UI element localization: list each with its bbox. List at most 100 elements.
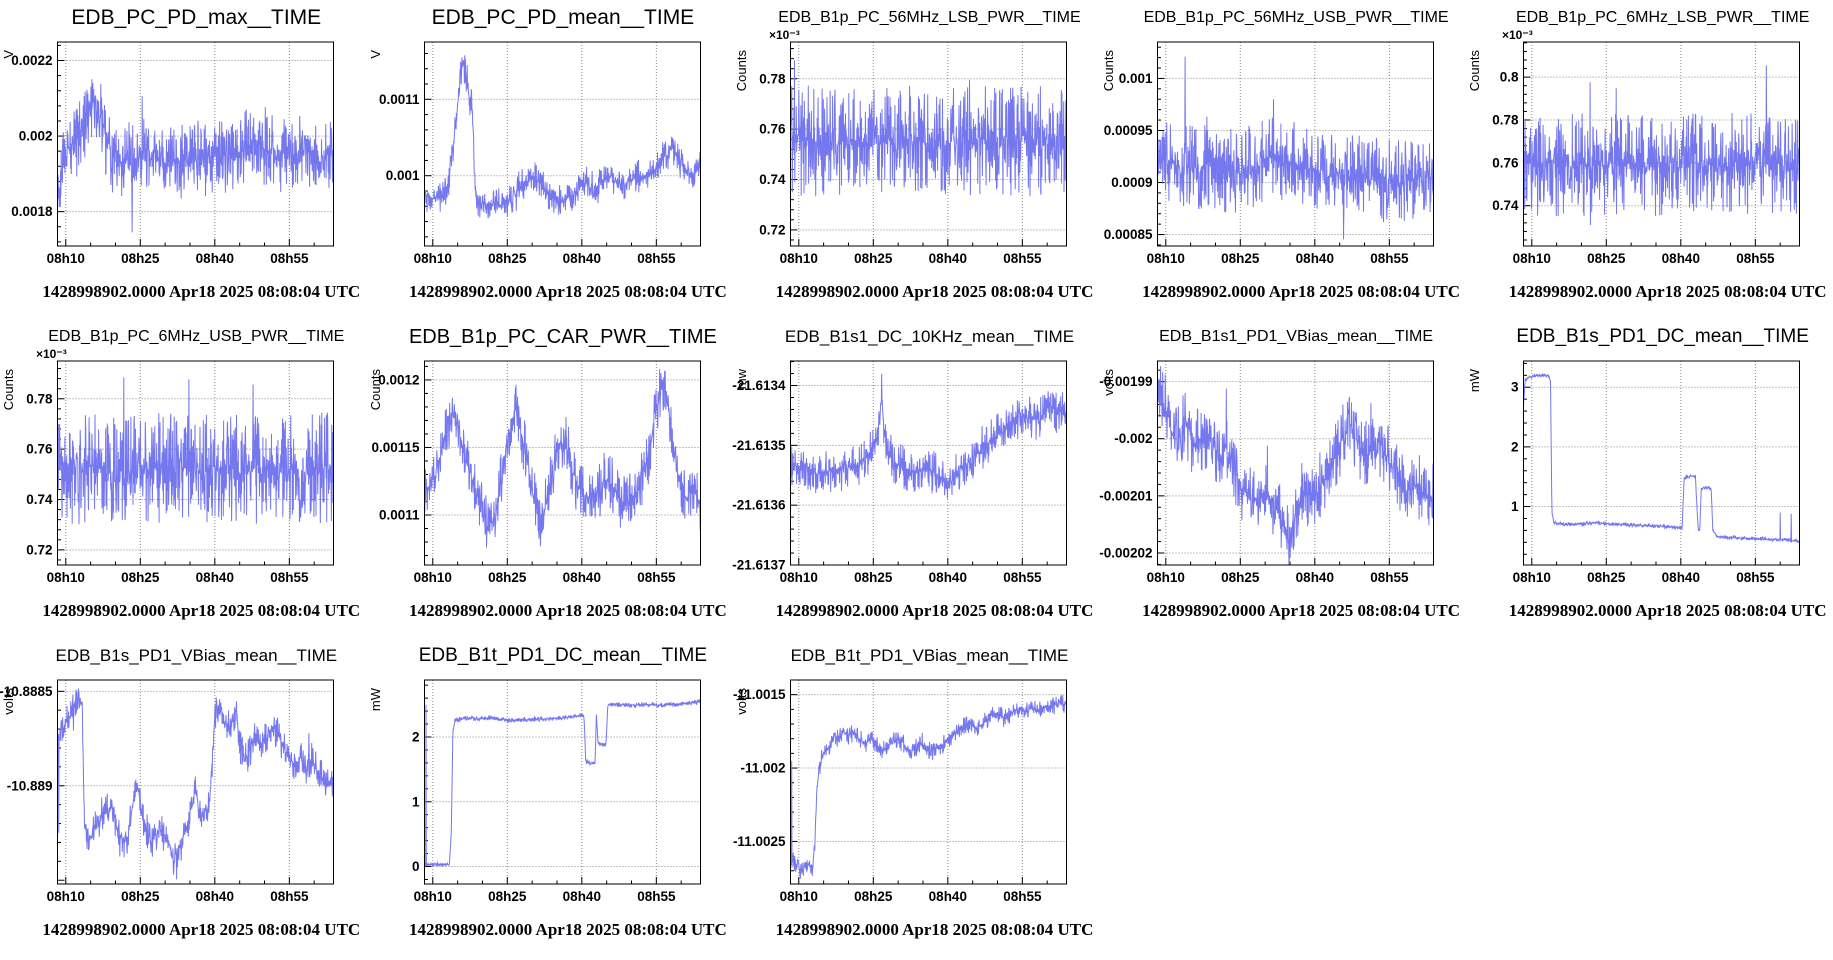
- y-axis-title: V: [368, 50, 383, 59]
- x-tick-label: 08h25: [121, 251, 160, 266]
- y-tick-label: 0: [412, 859, 420, 874]
- y-tick-label: 0.8: [1500, 70, 1519, 85]
- y-tick-label: 0.78: [759, 71, 786, 86]
- data-series-line: [790, 695, 1067, 879]
- chart-timestamp: 1428998902.0000 Apr18 2025 08:08:04 UTC: [775, 920, 1094, 939]
- data-series-line: [1157, 56, 1434, 240]
- data-series-line: [1523, 372, 1800, 543]
- data-series-line: [57, 79, 334, 233]
- plot-frame: [790, 360, 1068, 566]
- chart-panel: EDB_B1p_PC_6MHz_USB_PWR__TIME 0.78 0.76 0.…: [0, 319, 367, 638]
- y-tick-label: 0.00095: [1103, 123, 1152, 138]
- plot-frame: [1156, 41, 1434, 247]
- chart-title: EDB_B1p_PC_6MHz_USB_PWR__TIME: [48, 328, 345, 345]
- y-tick-label: 0.74: [759, 172, 786, 187]
- x-tick-label: 08h40: [196, 889, 234, 904]
- y-axis-exponent: ×10⁻³: [1502, 28, 1533, 42]
- chart-panel: EDB_PC_PD_max__TIME 0.0022 0.002 0.0018 08h…: [0, 0, 367, 319]
- plot-frame: [1523, 41, 1801, 247]
- x-tick-label: 08h40: [929, 889, 967, 904]
- data-series-line: [424, 55, 701, 219]
- chart-panel: EDB_B1t_PD1_VBias_mean__TIME -11.0015 -11…: [733, 638, 1100, 957]
- x-tick-label: 08h40: [562, 889, 600, 904]
- y-tick-label: 0.76: [759, 122, 786, 137]
- x-tick-label: 08h10: [780, 889, 818, 904]
- chart-title: EDB_B1p_PC_CAR_PWR__TIME: [408, 326, 717, 348]
- y-tick-label: -0.00202: [1099, 546, 1152, 561]
- x-tick-label: 08h25: [854, 889, 893, 904]
- chart-panel: EDB_B1s_PD1_DC_mean__TIME 3 2 1 08h10 08h25 0…: [1466, 319, 1833, 638]
- x-tick-label: 08h25: [488, 251, 527, 266]
- y-tick-label: 0.0012: [378, 372, 419, 387]
- x-tick-label: 08h40: [1295, 251, 1333, 266]
- y-axis-title: Counts: [368, 369, 383, 411]
- chart-title: EDB_B1p_PC_56MHz_LSB_PWR__TIME: [778, 9, 1081, 26]
- x-tick-label: 08h40: [562, 251, 600, 266]
- chart-title: EDB_B1s1_PD1_VBias_mean__TIME: [1159, 328, 1434, 345]
- plot-frame: [1523, 360, 1801, 566]
- plot-frame: [57, 360, 334, 566]
- x-tick-label: 08h40: [196, 251, 234, 266]
- y-tick-label: -11.002: [741, 761, 786, 776]
- x-tick-label: 08h55: [637, 889, 676, 904]
- chart-panel: EDB_B1s1_PD1_VBias_mean__TIME -0.00199 -0…: [1099, 319, 1467, 638]
- y-tick-label: 0.0011: [379, 92, 420, 107]
- x-tick-label: 08h10: [413, 251, 451, 266]
- x-tick-label: 08h25: [854, 570, 893, 585]
- chart-title: EDB_B1s_PD1_VBias_mean__TIME: [55, 646, 338, 665]
- chart-title: EDB_B1t_PD1_DC_mean__TIME: [418, 645, 708, 666]
- y-tick-label: 0.0009: [1111, 175, 1152, 190]
- x-tick-label: 08h55: [1370, 251, 1409, 266]
- y-tick-label: 2: [1511, 439, 1519, 454]
- chart-title: EDB_PC_PD_max__TIME: [71, 6, 322, 29]
- x-tick-label: 08h25: [1588, 251, 1627, 266]
- y-tick-label: -0.002: [1114, 431, 1152, 446]
- y-axis-title: Counts: [734, 50, 749, 92]
- plot-frame: [423, 360, 701, 566]
- chart-panel: EDB_B1p_PC_CAR_PWR__TIME 0.0012 0.00115 0.…: [367, 319, 734, 638]
- chart-plot: -11.0015 -11.002 -11.0025 08h10 08h25 08h40 08…: [733, 679, 1068, 904]
- chart-plot: 0.0022 0.002 0.0018 08h10 08h25 08h40 08h55 V: [1, 41, 334, 266]
- data-series-line: [424, 369, 701, 548]
- x-tick-label: 08h25: [1221, 570, 1260, 585]
- chart-timestamp: 1428998902.0000 Apr18 2025 08:08:04 UTC: [42, 920, 361, 939]
- chart-panel: EDB_B1p_PC_6MHz_LSB_PWR__TIME 0.8 0.78 0.7…: [1466, 0, 1833, 319]
- y-tick-label: 0.74: [1493, 198, 1520, 213]
- chart-plot: 0.78 0.76 0.74 0.72 08h10 08h25 08h40 08h55 Coun…: [1, 347, 334, 585]
- chart-timestamp: 1428998902.0000 Apr18 2025 08:08:04 UTC: [42, 282, 361, 301]
- chart-panel: EDB_B1s1_DC_10KHz_mean__TIME -21.6134 -21…: [732, 319, 1100, 638]
- plot-frame: [57, 41, 334, 247]
- x-tick-label: 08h25: [121, 889, 160, 904]
- chart-panel: EDB_B1p_PC_56MHz_LSB_PWR__TIME 0.78 0.76 0…: [733, 0, 1100, 319]
- x-tick-label: 08h55: [637, 251, 676, 266]
- chart-title: EDB_B1s_PD1_DC_mean__TIME: [1516, 326, 1809, 347]
- y-tick-label: 3: [1511, 380, 1519, 395]
- plot-frame: [423, 679, 701, 885]
- y-tick-label: -21.6134: [732, 378, 786, 393]
- x-tick-label: 08h40: [196, 570, 234, 585]
- y-tick-label: 0.00085: [1103, 227, 1152, 242]
- y-tick-label: 0.74: [26, 492, 53, 507]
- plot-frame: [57, 679, 334, 885]
- y-tick-label: 0.0022: [11, 53, 52, 68]
- y-tick-label: 0.0011: [379, 508, 420, 523]
- x-tick-label: 08h40: [1662, 251, 1700, 266]
- y-tick-label: -0.00199: [1099, 374, 1152, 389]
- chart-plot: -0.00199 -0.002 -0.00201 -0.00202 08h10 08h25…: [1099, 360, 1434, 585]
- x-tick-label: 08h25: [488, 570, 527, 585]
- chart-title: EDB_B1p_PC_56MHz_USB_PWR__TIME: [1143, 9, 1449, 26]
- y-axis-title: mw: [734, 368, 749, 389]
- x-tick-label: 08h10: [47, 889, 85, 904]
- y-tick-label: -21.6136: [732, 498, 786, 513]
- y-tick-label: 0.001: [1118, 71, 1152, 86]
- y-axis-title: Counts: [1467, 50, 1482, 92]
- plot-frame: [790, 679, 1068, 885]
- y-tick-label: -11.0015: [733, 687, 786, 702]
- y-tick-label: -11.0025: [733, 834, 786, 849]
- y-axis-title: mW: [1467, 368, 1482, 392]
- x-tick-label: 08h10: [47, 570, 85, 585]
- x-tick-label: 08h10: [1146, 251, 1184, 266]
- chart-timestamp: 1428998902.0000 Apr18 2025 08:08:04 UTC: [775, 282, 1094, 301]
